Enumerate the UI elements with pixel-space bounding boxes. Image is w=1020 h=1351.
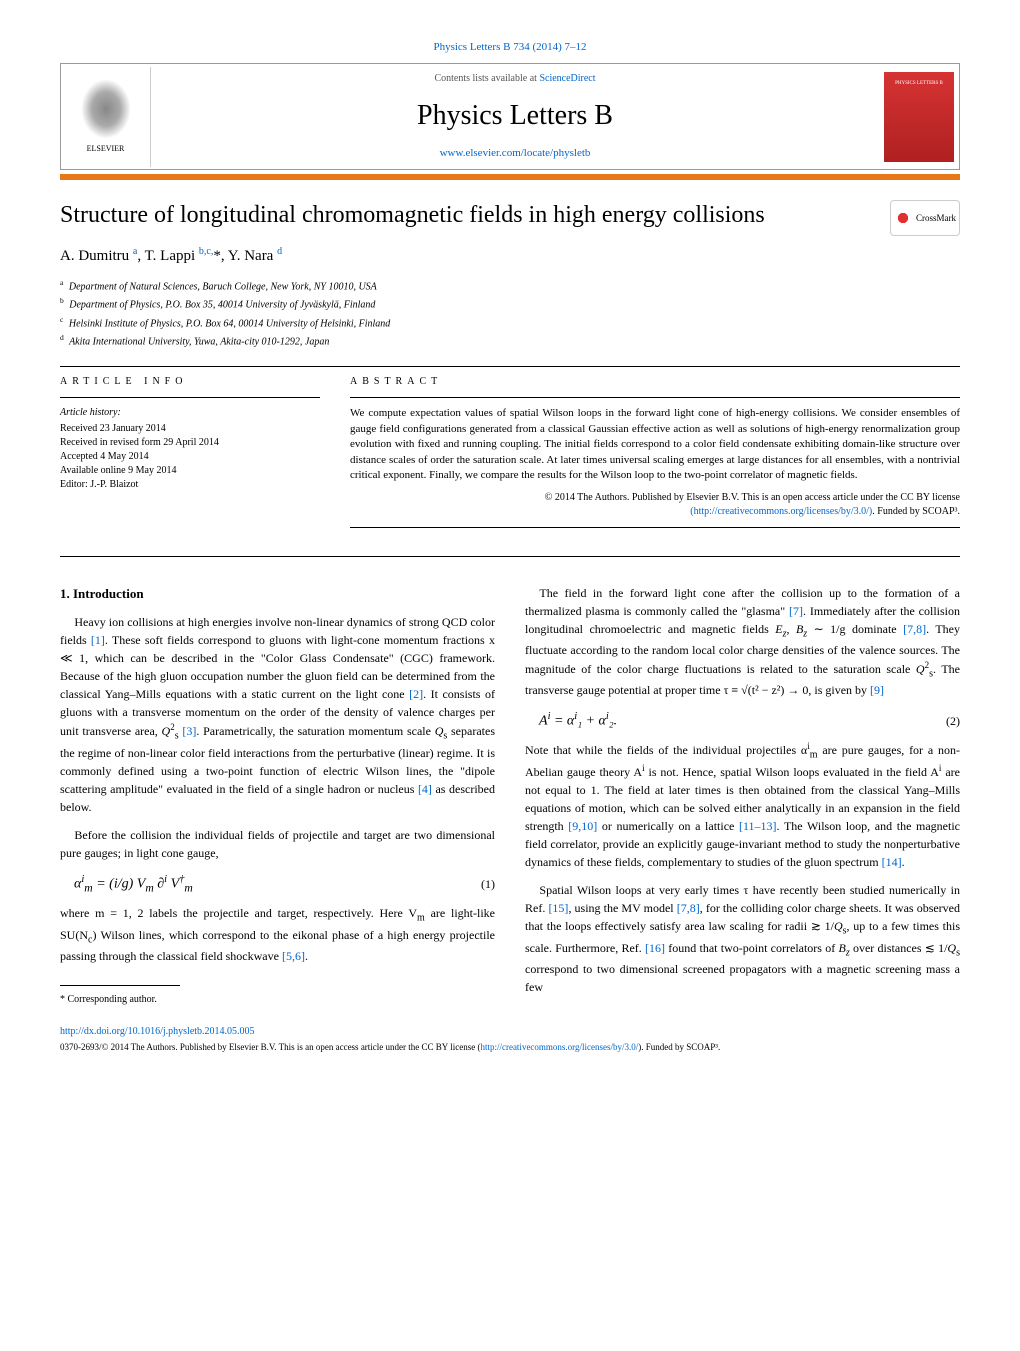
paragraph: where m = 1, 2 labels the projectile and…	[60, 904, 495, 965]
license-link[interactable]: (http://creativecommons.org/licenses/by/…	[690, 506, 872, 517]
issn-text: 0370-2693/© 2014 The Authors. Published …	[60, 1042, 480, 1052]
article-info-column: ARTICLE INFO Article history: Received 2…	[60, 375, 320, 536]
abstract-text: We compute expectation values of spatial…	[350, 406, 960, 483]
footer-funded: ). Funded by SCOAP³.	[638, 1042, 720, 1052]
funded-text: . Funded by SCOAP³.	[872, 506, 960, 517]
equation-2-number: (2)	[946, 712, 960, 730]
article-title: Structure of longitudinal chromomagnetic…	[60, 200, 870, 231]
citation-link[interactable]: [9,10]	[568, 819, 597, 833]
publisher-name: ELSEVIER	[87, 143, 125, 154]
footnote-separator	[60, 985, 180, 986]
journal-header-box: ELSEVIER Contents lists available at Sci…	[60, 63, 960, 170]
history-line: Accepted 4 May 2014	[60, 450, 320, 464]
section-1-heading: 1. Introduction	[60, 584, 495, 604]
corresponding-author-footnote: * Corresponding author.	[60, 992, 495, 1007]
citation-link[interactable]: [1]	[91, 633, 105, 647]
journal-url-link[interactable]: www.elsevier.com/locate/physletb	[440, 147, 591, 159]
citation-link[interactable]: [3]	[182, 724, 196, 738]
citation-link[interactable]: [9]	[870, 683, 884, 697]
affiliation: b Department of Physics, P.O. Box 35, 40…	[60, 295, 960, 313]
copyright-text: © 2014 The Authors. Published by Elsevie…	[545, 492, 960, 503]
crossmark-badge[interactable]: CrossMark	[890, 200, 960, 236]
sciencedirect-link[interactable]: ScienceDirect	[539, 73, 595, 84]
contents-line: Contents lists available at ScienceDirec…	[151, 72, 879, 86]
journal-cover-thumbnail: PHYSICS LETTERS B	[884, 72, 954, 162]
elsevier-logo: ELSEVIER	[61, 67, 151, 167]
citation-link[interactable]: [11–13]	[739, 819, 777, 833]
authors-line: A. Dumitru a, T. Lappi b,c,*, Y. Nara d	[60, 245, 960, 267]
history-line: Received 23 January 2014	[60, 422, 320, 436]
citation-link[interactable]: [16]	[645, 941, 665, 955]
crossmark-icon	[894, 209, 912, 227]
abstract-heading: ABSTRACT	[350, 375, 960, 389]
divider	[350, 527, 960, 528]
citation-link[interactable]: [7,8]	[677, 901, 700, 915]
equation-1: αim = (i/g) Vm ∂i V†m (1)	[60, 872, 495, 897]
paragraph: Note that while the fields of the indivi…	[525, 740, 960, 871]
equation-2: Ai = αi₁ + αi₂. (2)	[525, 709, 960, 732]
elsevier-tree-icon	[81, 79, 131, 139]
article-info-heading: ARTICLE INFO	[60, 375, 320, 389]
divider	[60, 556, 960, 557]
citation-link[interactable]: [4]	[418, 782, 432, 796]
copyright-line: © 2014 The Authors. Published by Elsevie…	[350, 491, 960, 519]
divider	[60, 366, 960, 367]
affiliation: d Akita International University, Yuwa, …	[60, 332, 960, 350]
citation-link[interactable]: [7]	[789, 604, 803, 618]
equation-1-body: αim = (i/g) Vm ∂i V†m	[60, 872, 481, 897]
paragraph: Before the collision the individual fiel…	[60, 826, 495, 862]
body-two-column: 1. Introduction Heavy ion collisions at …	[60, 584, 960, 1008]
footer-license-line: 0370-2693/© 2014 The Authors. Published …	[60, 1041, 960, 1054]
doi-link[interactable]: http://dx.doi.org/10.1016/j.physletb.201…	[60, 1026, 255, 1037]
equation-2-body: Ai = αi₁ + αi₂.	[525, 709, 946, 732]
paragraph: Heavy ion collisions at high energies in…	[60, 613, 495, 815]
citation-link[interactable]: [15]	[548, 901, 568, 915]
citation-link[interactable]: [5,6]	[282, 949, 305, 963]
divider	[350, 397, 960, 398]
affiliation: a Department of Natural Sciences, Baruch…	[60, 277, 960, 295]
citation-link[interactable]: [2]	[409, 687, 423, 701]
affiliation: c Helsinki Institute of Physics, P.O. Bo…	[60, 314, 960, 332]
history-line: Available online 9 May 2014	[60, 464, 320, 478]
citation-link[interactable]: [7,8]	[903, 622, 926, 636]
paragraph: Spatial Wilson loops at very early times…	[525, 881, 960, 996]
doi-line: http://dx.doi.org/10.1016/j.physletb.201…	[60, 1025, 960, 1039]
cover-label: PHYSICS LETTERS B	[895, 80, 943, 87]
history-line: Received in revised form 29 April 2014	[60, 436, 320, 450]
citation-link[interactable]: [14]	[882, 855, 902, 869]
equation-1-number: (1)	[481, 875, 495, 893]
journal-reference: Physics Letters B 734 (2014) 7–12	[60, 40, 960, 55]
header-center: Contents lists available at ScienceDirec…	[151, 64, 879, 169]
journal-ref-link[interactable]: Physics Letters B 734 (2014) 7–12	[433, 41, 586, 53]
abstract-column: ABSTRACT We compute expectation values o…	[350, 375, 960, 536]
contents-prefix: Contents lists available at	[434, 73, 539, 84]
affiliations-block: a Department of Natural Sciences, Baruch…	[60, 277, 960, 350]
divider	[60, 397, 320, 398]
journal-name: Physics Letters B	[151, 96, 879, 135]
history-line: Editor: J.-P. Blaizot	[60, 478, 320, 492]
crossmark-label: CrossMark	[916, 212, 956, 225]
footer-license-link[interactable]: http://creativecommons.org/licenses/by/3…	[480, 1042, 638, 1052]
orange-divider-bar	[60, 174, 960, 180]
paragraph: The field in the forward light cone afte…	[525, 584, 960, 700]
history-label: Article history:	[60, 406, 320, 420]
